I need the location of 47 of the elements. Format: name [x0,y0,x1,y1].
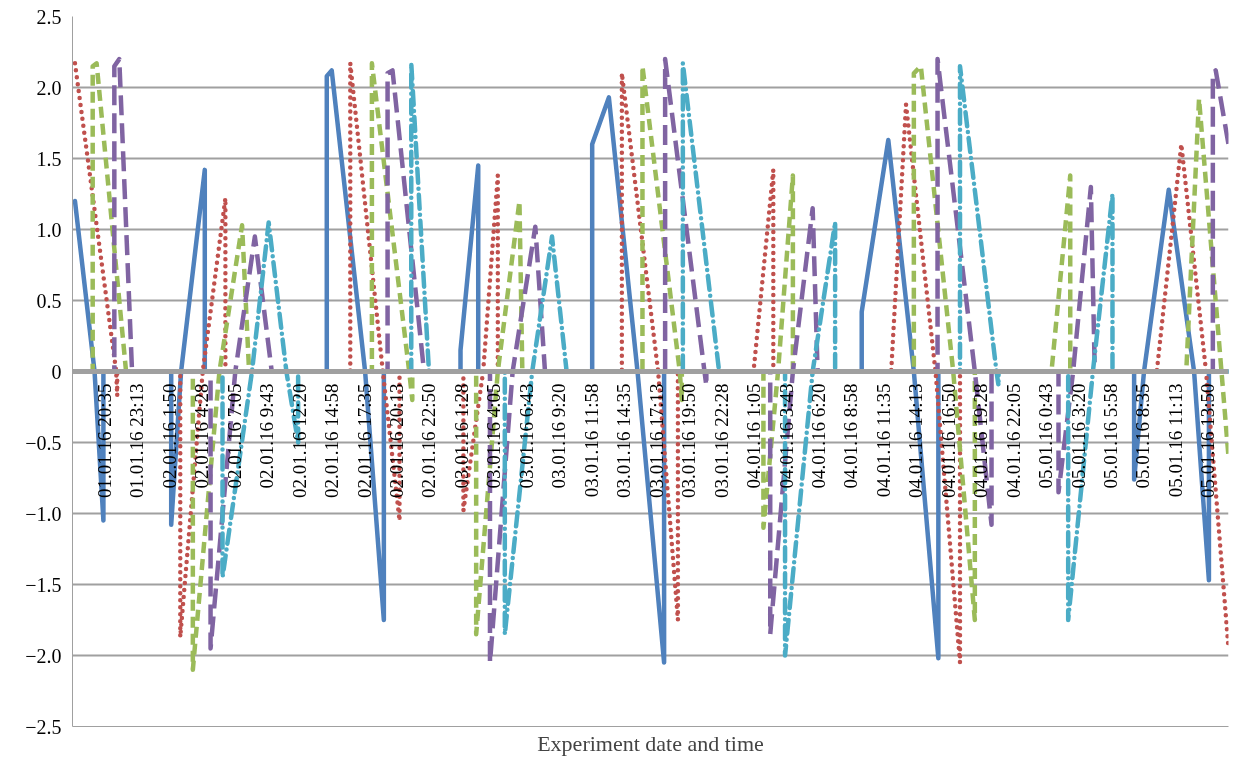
y-tick-label: 0 [51,360,62,383]
y-tick-label: 1.0 [36,218,62,241]
x-tick-label: 02.01.16 20:13 [386,383,408,499]
x-tick-label: 02.01.16 9:43 [256,383,278,489]
y-tick-label: −0.5 [25,431,62,454]
x-tick-label: 03.01.16 1:28 [451,383,473,489]
x-tick-label: 03.01.16 6:43 [515,383,537,489]
x-tick-label: 03.01.16 11:58 [580,383,602,498]
y-tick-label: −2.5 [25,715,62,738]
x-tick-label: 02.01.16 4:28 [191,383,213,489]
x-axis-title: Experiment date and time [537,730,764,756]
x-tick-label: 02.01.16 12:20 [288,383,310,499]
y-tick-label: −1.5 [25,573,62,596]
x-tick-label: 04.01.16 14:13 [905,383,927,499]
x-tick-label: 04.01.16 19:28 [970,383,992,499]
x-tick-label: 03.01.16 14:35 [613,383,635,499]
x-tick-label: 01.01.16 23:13 [126,383,148,499]
x-tick-label: 05.01.16 5:58 [1100,383,1122,489]
x-tick-label: 04.01.16 8:58 [840,383,862,489]
x-tick-label: 05.01.16 13:50 [1197,383,1219,499]
y-tick-label: −1.0 [25,502,62,525]
x-tick-label: 04.01.16 6:20 [807,383,829,489]
x-tick-label: 04.01.16 1:05 [743,383,765,489]
x-tick-label: 05.01.16 8:35 [1132,383,1154,489]
x-tick-label: 05.01.16 0:43 [1035,383,1057,489]
x-tick-label: 01.01.16 20:35 [93,383,115,499]
x-tick-label: 03.01.16 17:13 [645,383,667,499]
x-tick-label: 03.01.16 22:28 [710,383,732,499]
x-tick-label: 03.01.16 19:50 [678,383,700,499]
x-tick-label: 02.01.16 1:50 [158,383,180,489]
y-tick-label: 2.5 [36,5,62,28]
x-tick-label: 02.01.16 22:50 [418,383,440,499]
x-tick-label: 05.01.16 11:13 [1165,383,1187,498]
x-tick-label: 04.01.16 3:43 [775,383,797,489]
y-tick-label: 0.5 [36,289,62,312]
x-tick-label: 02.01.16 7:05 [223,383,245,489]
y-tick-label: 2.0 [36,76,62,99]
x-tick-label: 02.01.16 17:35 [353,383,375,499]
x-tick-label: 04.01.16 11:35 [872,383,894,498]
y-tick-label: −2.0 [25,644,62,667]
x-tick-label: 03.01.16 9:20 [548,383,570,489]
x-tick-label: 05.01.16 3:20 [1067,383,1089,489]
x-tick-label: 02.01.16 14:58 [321,383,343,499]
x-tick-label: 04.01.16 16:50 [937,383,959,499]
y-tick-label: 1.5 [36,147,62,170]
x-tick-label: 04.01.16 22:05 [1002,383,1024,499]
x-tick-label: 03.01.16 4:05 [483,383,505,489]
